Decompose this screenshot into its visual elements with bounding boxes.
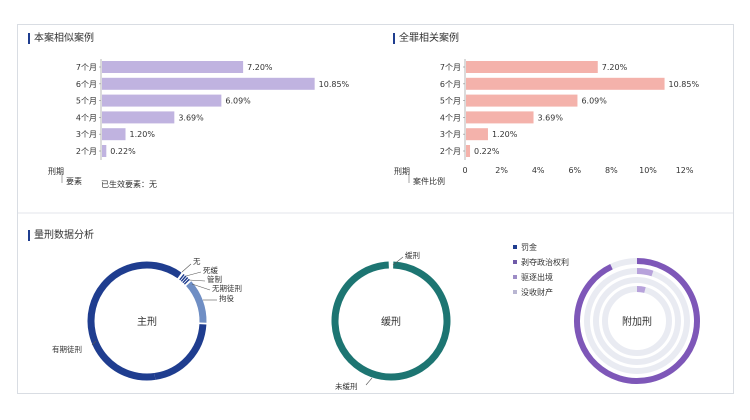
similar-cases-title: 本案相似案例 xyxy=(28,33,94,44)
donut-center-label: 附加刑 xyxy=(622,315,652,328)
donut-leader-line xyxy=(91,340,97,346)
donut-center-label: 主刑 xyxy=(137,315,157,328)
donut-slice-label: 无 xyxy=(193,257,201,266)
donut-slice xyxy=(185,281,207,323)
legend-label: 罚金 xyxy=(521,242,537,252)
category-label: 2个月 xyxy=(76,147,97,156)
donut-slice xyxy=(179,273,185,281)
x-tick-label: 2% xyxy=(495,166,508,175)
category-label: 2个月 xyxy=(440,147,461,156)
bar xyxy=(466,77,665,90)
x-tick-label: 6% xyxy=(568,166,581,175)
donut-slice-label: 无期徒刑 xyxy=(212,283,242,293)
legend-swatch xyxy=(513,260,517,264)
donut-slice-label: 拘役 xyxy=(219,293,234,303)
x-tick-label: 0 xyxy=(462,166,467,175)
x-tick-label: 4% xyxy=(532,166,545,175)
legend-swatch xyxy=(513,290,517,294)
legend-swatch xyxy=(513,275,517,279)
bar-value-label: 3.69% xyxy=(538,113,564,122)
ring-arc xyxy=(574,258,700,384)
bar-value-label: 10.85% xyxy=(669,80,700,89)
donut-slice-label: 死缓 xyxy=(203,265,218,275)
category-label: 5个月 xyxy=(440,97,461,106)
right-axis-label-top: 刑期 xyxy=(394,167,410,176)
donut-slice-label: 缓刑 xyxy=(405,250,420,260)
bar xyxy=(102,61,244,73)
donut-slice xyxy=(182,277,189,284)
bar-value-label: 7.20% xyxy=(247,63,273,72)
bar xyxy=(466,94,578,107)
donut-leader-line xyxy=(392,256,404,266)
ring-track xyxy=(593,277,681,365)
category-label: 7个月 xyxy=(440,63,461,72)
crime-cases-title: 全罪相关案例 xyxy=(393,33,459,44)
bar-value-label: 3.69% xyxy=(178,113,204,122)
crime-cases-bar-chart: 7个月 7.20% 6个月 10.85% 5个月 6.09% 4个月 3.69% 3个月 1.20… xyxy=(440,59,700,175)
bar xyxy=(466,128,488,141)
donut-slice-label: 管制 xyxy=(207,274,222,284)
bar xyxy=(102,77,315,90)
legend-swatch xyxy=(513,245,517,249)
category-label: 3个月 xyxy=(76,130,97,139)
category-label: 5个月 xyxy=(76,97,97,106)
bar xyxy=(466,111,534,124)
bar xyxy=(466,61,598,73)
legend-label: 剥夺政治权利 xyxy=(521,257,569,267)
bar-value-label: 10.85% xyxy=(319,80,350,89)
donut-leader-line xyxy=(365,377,373,386)
left-axis-label-bottom: 要素 xyxy=(66,176,82,186)
legend-label: 没收财产 xyxy=(521,287,553,297)
right-axis-label-bottom: 案件比例 xyxy=(413,176,445,186)
legend-label: 驱逐出境 xyxy=(521,272,553,282)
bar-value-label: 7.20% xyxy=(602,63,628,72)
donut-slice-label: 有期徒刑 xyxy=(52,344,82,354)
donut-slice-label: 未缓刑 xyxy=(335,381,358,391)
category-label: 4个月 xyxy=(440,113,461,122)
donut-slice xyxy=(154,323,207,380)
x-tick-label: 12% xyxy=(676,166,694,175)
ring-arc xyxy=(636,268,654,277)
x-tick-label: 10% xyxy=(639,166,657,175)
x-tick-label: 8% xyxy=(605,166,618,175)
category-label: 3个月 xyxy=(440,130,461,139)
category-label: 6个月 xyxy=(440,80,461,89)
bar-value-label: 6.09% xyxy=(225,97,251,106)
donut-slice xyxy=(331,261,451,381)
donut-slice xyxy=(183,278,190,285)
left-chart-footer: 已生效要素：无 xyxy=(101,179,157,189)
bar xyxy=(102,145,107,157)
category-label: 4个月 xyxy=(76,113,97,122)
bar xyxy=(102,128,126,141)
ring-arc xyxy=(636,286,646,293)
bar xyxy=(466,145,471,157)
donut-center-label: 缓刑 xyxy=(381,315,401,328)
donut-slice xyxy=(180,275,187,282)
bar xyxy=(102,94,222,107)
donut-leader-line xyxy=(181,263,192,273)
bar-value-label: 6.09% xyxy=(581,97,607,106)
donut-leader-line xyxy=(185,271,202,277)
bar-value-label: 0.22% xyxy=(110,147,136,156)
category-label: 7个月 xyxy=(76,63,97,72)
left-axis-label-top: 刑期 xyxy=(48,167,64,176)
category-label: 6个月 xyxy=(76,80,97,89)
bar-value-label: 1.20% xyxy=(130,130,156,139)
similar-cases-bar-chart: 7个月 7.20% 6个月 10.85% 5个月 6.09% 4个月 3.69% 3个月 1.20… xyxy=(76,59,350,160)
bar xyxy=(102,111,175,124)
bar-value-label: 0.22% xyxy=(474,147,500,156)
bar-value-label: 1.20% xyxy=(492,130,518,139)
donut-leader-line xyxy=(191,283,211,291)
sentencing-title: 量刑数据分析 xyxy=(28,230,94,241)
donut-leader-line xyxy=(188,279,206,282)
donut-slice xyxy=(87,261,182,381)
